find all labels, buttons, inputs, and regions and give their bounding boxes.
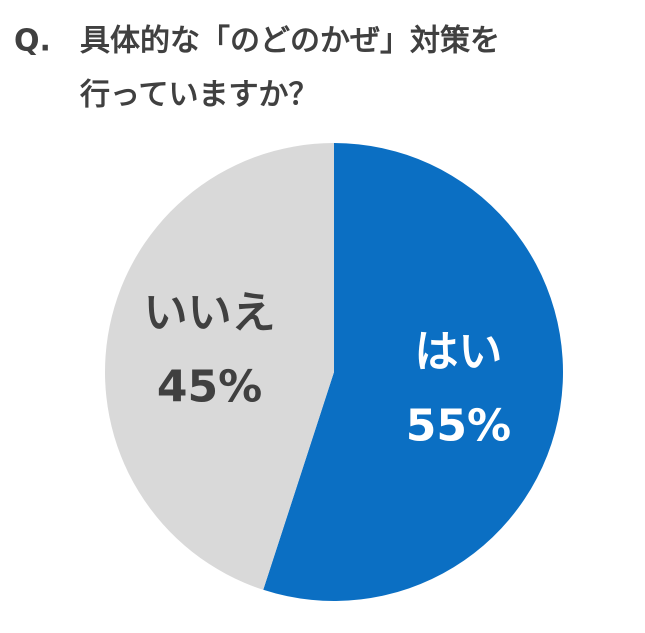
title-prefix: Q.: [14, 24, 51, 59]
chart-title: 行っていますか？: [79, 78, 319, 113]
pie-slice: [263, 143, 563, 601]
slice-value: 55%: [406, 401, 511, 452]
pie-slice: [104, 143, 334, 590]
slice-category: はい: [414, 327, 502, 378]
chart-title: 具体的な「のどのかぜ」対策を: [80, 24, 500, 59]
slice-value: 45%: [157, 361, 262, 412]
slice-category: いいえ: [144, 287, 276, 338]
